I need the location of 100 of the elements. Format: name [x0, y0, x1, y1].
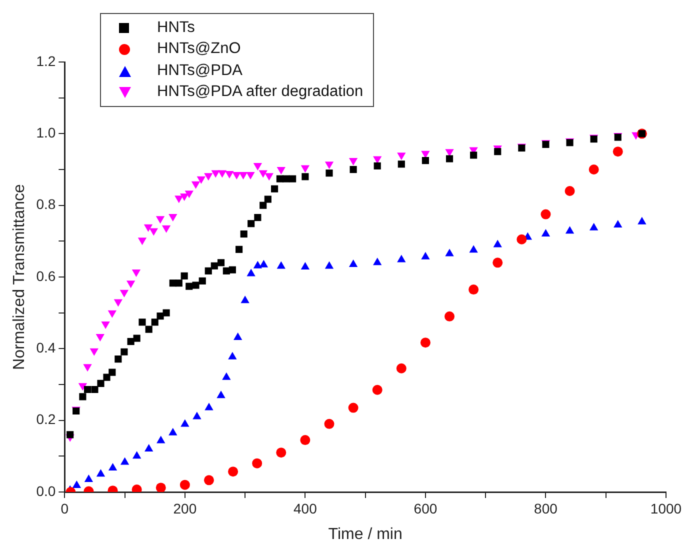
point	[204, 475, 214, 486]
point	[108, 310, 116, 318]
point	[156, 216, 165, 224]
point	[108, 462, 118, 470]
point	[186, 282, 193, 290]
point	[516, 234, 527, 244]
point	[103, 374, 110, 381]
point	[126, 280, 136, 288]
point	[162, 225, 171, 233]
point	[614, 220, 622, 228]
point	[90, 348, 98, 356]
point	[72, 480, 82, 488]
point	[162, 309, 170, 316]
point	[469, 245, 478, 253]
point	[133, 334, 140, 342]
point	[120, 290, 129, 298]
y-tick-label: 0.2	[36, 411, 56, 428]
point	[246, 268, 256, 276]
point	[84, 474, 94, 482]
point	[373, 258, 382, 266]
point	[108, 368, 116, 376]
point	[97, 380, 104, 387]
point	[236, 246, 243, 253]
x-tick-label: 0	[60, 500, 69, 516]
point	[282, 175, 290, 182]
legend-label: HNTs	[157, 18, 195, 37]
point	[248, 220, 255, 228]
point	[217, 259, 225, 266]
point	[302, 173, 309, 180]
point	[196, 176, 206, 184]
point	[132, 269, 141, 277]
point	[79, 393, 86, 400]
point	[348, 158, 358, 166]
point	[204, 173, 213, 181]
point	[300, 165, 310, 173]
point	[228, 266, 236, 274]
point	[191, 181, 200, 189]
point	[138, 318, 146, 326]
point	[101, 321, 110, 329]
point	[444, 311, 455, 322]
point	[468, 284, 479, 295]
text: 0.0	[36, 482, 56, 499]
point	[145, 326, 152, 333]
point	[324, 418, 334, 429]
point	[326, 170, 333, 177]
point	[228, 352, 237, 360]
point	[270, 185, 278, 192]
point	[168, 214, 178, 222]
y-tick-label: 0.6	[36, 268, 56, 284]
point	[372, 384, 382, 395]
point	[96, 469, 106, 477]
point	[397, 254, 406, 262]
point	[66, 431, 74, 438]
point	[144, 224, 153, 232]
y-tick-label: 0.4	[36, 340, 56, 356]
point	[228, 466, 238, 477]
point	[204, 267, 212, 274]
point	[246, 172, 255, 180]
y-tick-label: 1.0	[36, 124, 56, 141]
point	[156, 482, 166, 492]
point	[232, 172, 241, 180]
point	[348, 402, 358, 413]
point	[216, 390, 226, 398]
point	[184, 190, 194, 198]
x-tick-label: 400	[294, 500, 318, 516]
point	[138, 238, 147, 246]
point	[324, 162, 334, 170]
point	[276, 167, 286, 174]
y-tick-label: 0.8	[36, 196, 56, 212]
point	[149, 228, 158, 236]
point	[264, 173, 274, 181]
point	[470, 152, 478, 159]
point	[494, 148, 502, 156]
point	[240, 230, 248, 238]
legend-label: HNTs@ZnO	[157, 40, 241, 58]
point	[540, 209, 551, 220]
point	[120, 457, 130, 465]
point	[222, 372, 231, 380]
point	[612, 146, 623, 157]
point	[300, 435, 310, 446]
point	[114, 356, 122, 363]
point	[127, 338, 134, 346]
legend-label: HNTs@PDA after degradation	[157, 83, 364, 102]
point	[324, 261, 334, 269]
point	[420, 338, 430, 348]
point	[396, 363, 406, 374]
point	[258, 170, 268, 178]
point	[175, 280, 182, 287]
point	[174, 196, 184, 204]
legend-label: HNTs@PDA	[157, 62, 242, 80]
point	[259, 260, 268, 268]
point	[374, 162, 381, 170]
point	[492, 258, 503, 268]
point	[120, 348, 128, 356]
point	[253, 163, 262, 171]
point	[260, 202, 267, 209]
x-tick-label: 200	[173, 500, 197, 516]
point	[156, 436, 166, 444]
point	[422, 157, 429, 164]
point	[254, 214, 262, 222]
